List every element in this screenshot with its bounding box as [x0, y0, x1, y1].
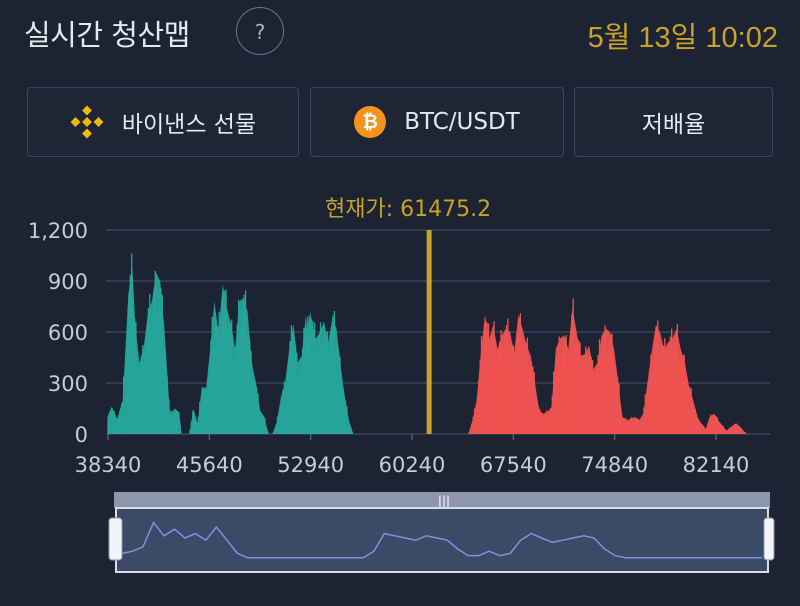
- page-title: 실시간 청산맵: [24, 18, 190, 52]
- leverage-selector[interactable]: 저배율: [574, 87, 773, 157]
- leverage-label: 저배율: [641, 112, 706, 138]
- help-button[interactable]: ?: [236, 7, 284, 55]
- bitcoin-icon: ₿: [354, 106, 387, 138]
- x-tick-label: 38340: [75, 453, 142, 477]
- navigator-left-handle[interactable]: [108, 517, 123, 561]
- selector-bar: 바이낸스 선물 ₿ BTC/USDT 저배율: [27, 87, 773, 157]
- x-tick-label: 67540: [480, 453, 547, 477]
- long-series: [107, 253, 393, 434]
- liquidation-chart: 0 300 600 900 1,200 38340 45640 52940 60240 67540…: [28, 219, 794, 477]
- navigator-window[interactable]: [116, 508, 768, 572]
- y-tick-label: 300: [48, 372, 88, 396]
- range-navigator[interactable]: |||: [0, 488, 800, 580]
- navigator-line: [121, 521, 762, 559]
- y-tick-label: 600: [48, 321, 88, 345]
- y-tick-label: 900: [48, 270, 88, 294]
- navigator-grip-icon[interactable]: |||: [438, 494, 450, 508]
- x-tick-label: 60240: [379, 453, 446, 477]
- y-tick-label: 1,200: [28, 219, 88, 243]
- x-tick-label: 45640: [176, 453, 243, 477]
- header: 실시간 청산맵 ? 5월 13일 10:02: [0, 0, 800, 70]
- x-tick-label: 74840: [581, 453, 648, 477]
- exchange-label: 바이낸스 선물: [121, 112, 257, 138]
- pair-selector[interactable]: ₿ BTC/USDT: [310, 87, 564, 157]
- timestamp: 5월 13일 10:02: [587, 22, 778, 54]
- x-tick-label: 82140: [683, 453, 750, 477]
- binance-logo-icon: [70, 105, 104, 139]
- short-series: [468, 298, 794, 434]
- x-tick-label: 52940: [277, 453, 344, 477]
- exchange-selector[interactable]: 바이낸스 선물: [27, 87, 299, 157]
- pair-label: BTC/USDT: [404, 109, 520, 135]
- navigator-scrollbar[interactable]: [114, 492, 770, 508]
- navigator-right-handle[interactable]: [763, 517, 775, 561]
- y-tick-label: 0: [75, 423, 88, 447]
- current-price-label: 현재가: 61475.2: [325, 197, 492, 222]
